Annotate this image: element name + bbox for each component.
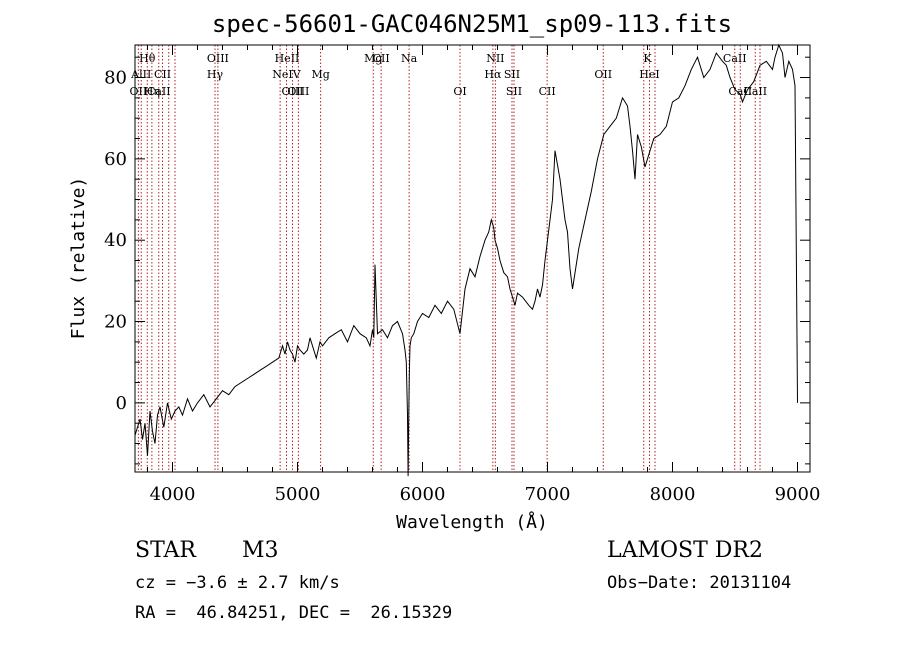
observation-date: Obs−Date: 20131104 [607,573,792,593]
x-tick-label: 9000 [775,484,821,505]
object-class: STAR [135,538,196,563]
y-tick-label: 80 [104,68,127,89]
x-tick-label: 7000 [525,484,571,505]
spectral-line-label: CaII [723,52,747,65]
spectral-line-label: CII [539,85,556,98]
x-tick-label: 8000 [650,484,696,505]
x-axis-ticks: 4000 5000 6000 7000 8000 9000 [147,45,821,505]
spectral-line-label: CII [154,68,171,81]
y-tick-label: 0 [116,393,127,414]
spectral-line-label: Hθ [139,52,156,65]
chart-title: spec-56601-GAC046N25M1_sp09-113.fits [212,10,732,38]
x-tick-label: 4000 [150,484,196,505]
spectral-line-label: CaII [147,85,171,98]
y-axis-ticks: 0 20 40 60 80 [104,56,810,465]
y-axis-label: Flux (relative) [68,177,89,340]
x-axis-label: Wavelength (Å) [396,511,548,533]
redshift-velocity: cz = −3.6 ± 2.7 km/s [135,573,340,593]
y-tick-label: 40 [104,230,127,251]
x-tick-label: 5000 [275,484,321,505]
spectral-line-label: OI [453,85,466,98]
spectral-line-label: OII [594,68,612,81]
spectral-line-label: AlII [130,68,151,81]
spectral-line-label: Hα [484,68,502,81]
spectral-line-label: NII [486,52,504,65]
spectral-line-label: CII [373,52,390,65]
spectral-line-label: SII [506,85,522,98]
spectral-line-label: Mg [311,68,329,81]
spectral-line-label: OIII [287,85,309,98]
x-tick-label: 6000 [400,484,446,505]
spectral-line-label: CaII [743,85,767,98]
spectral-line-label: Hγ [207,68,224,81]
spectral-line-markers [137,45,761,472]
spectral-line-label: Mg [364,52,382,65]
spectral-line-label: OIII [281,85,303,98]
spectral-line-label: Hη [144,85,160,98]
spectral-line-label: HeI [639,68,659,81]
y-tick-label: 20 [104,312,127,333]
spectral-line-label: OIII [207,52,229,65]
spectrum-series-line [134,43,798,477]
survey-name: LAMOST DR2 [607,538,763,563]
spectral-line-label: SII [504,68,520,81]
sky-coordinates: RA = 46.84251, DEC = 26.15329 [135,603,453,623]
spectral-line-label: K [643,52,652,65]
spectral-line-label: Na [401,52,418,65]
spectral-line-label: OII [130,85,148,98]
plot-frame [134,44,811,473]
spectral-line-label: NeIV [272,68,301,81]
spectral-line-label: HeII [275,52,300,65]
y-tick-label: 60 [104,149,127,170]
object-subclass: M3 [242,538,279,563]
